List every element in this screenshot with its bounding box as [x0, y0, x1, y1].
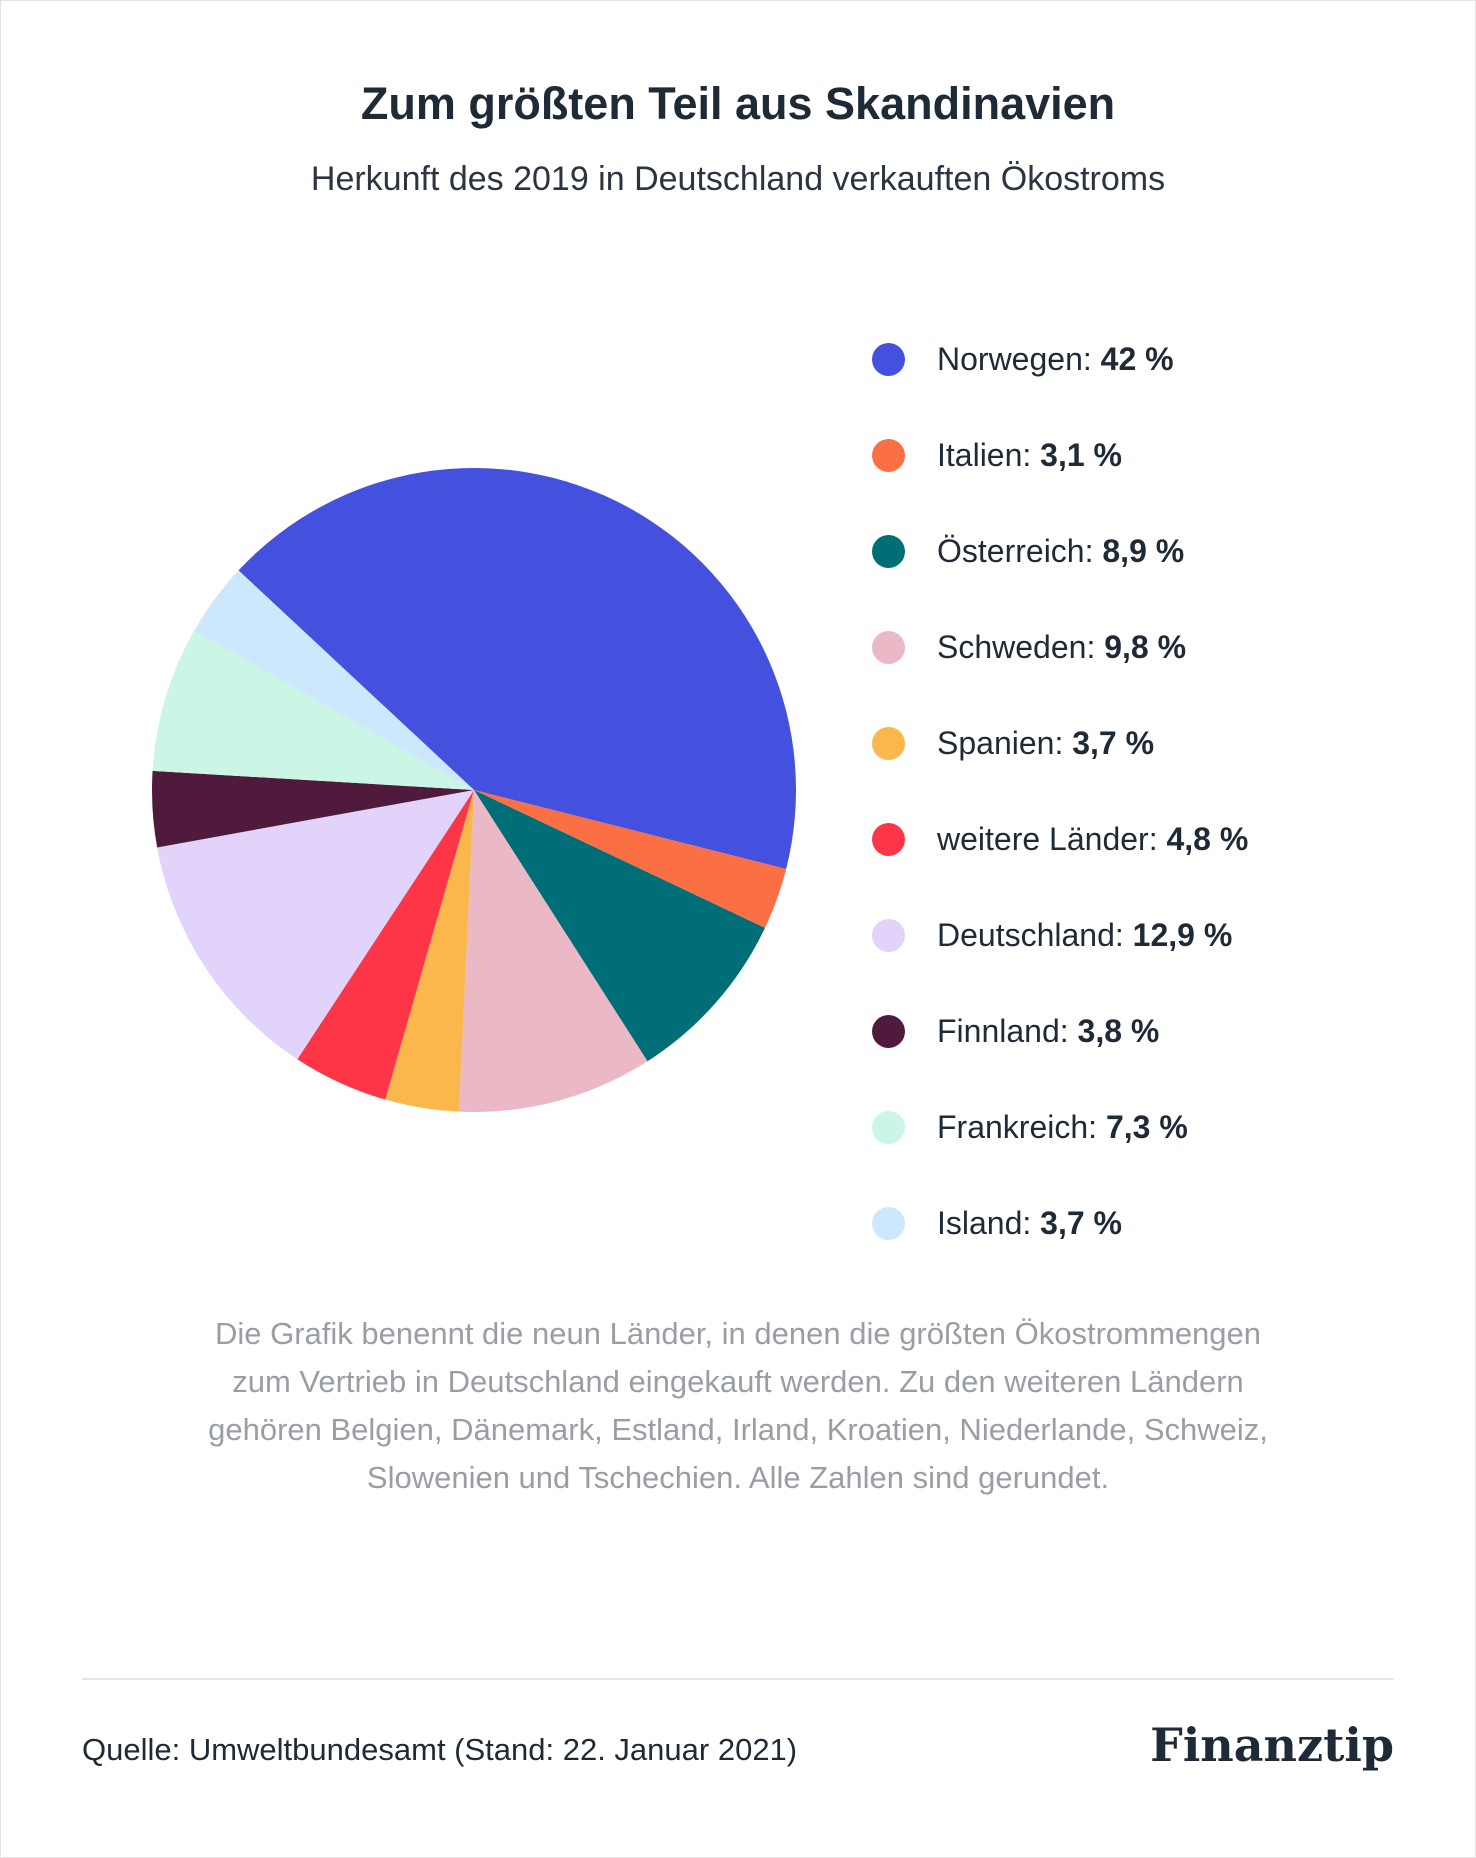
legend-value: 8,9 %	[1102, 533, 1185, 569]
legend-country: Deutschland:	[937, 917, 1133, 953]
legend-value: 3,7 %	[1072, 725, 1155, 761]
legend-item: Deutschland: 12,9 %	[872, 908, 1432, 1004]
source-text: Quelle: Umweltbundesamt (Stand: 22. Janu…	[82, 1732, 798, 1767]
pie-slice-norwegen	[238, 468, 796, 869]
legend-country: Schweden:	[937, 629, 1105, 665]
legend-label: Island: 3,7 %	[937, 1196, 1122, 1250]
legend-swatch	[872, 823, 905, 856]
legend-label: Österreich: 8,9 %	[937, 524, 1184, 578]
legend-swatch	[872, 535, 905, 568]
legend-country: Frankreich:	[937, 1109, 1106, 1145]
legend-swatch	[872, 1015, 905, 1048]
legend-value: 9,8 %	[1104, 629, 1187, 665]
legend-swatch	[872, 439, 905, 472]
pie-chart	[152, 468, 796, 1112]
legend-swatch	[872, 343, 905, 376]
legend-country: Finnland:	[937, 1013, 1078, 1049]
pie-slice-schweden	[458, 790, 648, 1112]
legend-swatch	[872, 727, 905, 760]
legend-label: Spanien: 3,7 %	[937, 716, 1154, 770]
finanztip-logo: Finanztip	[1150, 1718, 1394, 1772]
legend-value: 3,8 %	[1077, 1013, 1160, 1049]
legend-value: 3,7 %	[1040, 1205, 1122, 1241]
pie-slice-österreich	[474, 790, 765, 1062]
legend-country: Island:	[937, 1205, 1041, 1241]
legend-swatch	[872, 919, 905, 952]
legend-item: Österreich: 8,9 %	[872, 524, 1432, 620]
legend-label: Deutschland: 12,9 %	[937, 908, 1232, 962]
chart-legend: Norwegen: 42 % Italien: 3,1 % Österreich: …	[872, 332, 1432, 1292]
legend-item: Finnland: 3,8 %	[872, 1004, 1432, 1100]
legend-country: Spanien:	[937, 725, 1073, 761]
pie-slice-frankreich	[152, 630, 474, 790]
legend-item: Island: 3,7 %	[872, 1196, 1432, 1292]
pie-slice-spanien	[385, 790, 474, 1112]
legend-country: weitere Länder:	[937, 821, 1167, 857]
legend-label: Frankreich: 7,3 %	[937, 1100, 1188, 1154]
legend-swatch	[872, 1207, 905, 1240]
legend-item: Frankreich: 7,3 %	[872, 1100, 1432, 1196]
legend-value: 42 %	[1100, 341, 1174, 377]
legend-label: Finnland: 3,8 %	[937, 1004, 1159, 1058]
legend-item: Norwegen: 42 %	[872, 332, 1432, 428]
legend-label: Norwegen: 42 %	[937, 332, 1174, 386]
legend-value: 7,3 %	[1105, 1109, 1188, 1145]
pie-slice-island	[194, 570, 474, 790]
chart-note: Die Grafik benennt die neun Länder, in d…	[208, 1316, 1268, 1495]
legend-label: weitere Länder: 4,8 %	[937, 812, 1248, 866]
legend-country: Italien:	[937, 437, 1041, 473]
legend-value: 12,9 %	[1132, 917, 1233, 953]
pie-slice-finnland	[152, 770, 474, 848]
footer-divider	[82, 1678, 1394, 1680]
legend-label: Schweden: 9,8 %	[937, 620, 1186, 674]
legend-item: Italien: 3,1 %	[872, 428, 1432, 524]
legend-item: Schweden: 9,8 %	[872, 620, 1432, 716]
legend-value: 4,8 %	[1166, 821, 1249, 857]
legend-value: 3,1 %	[1040, 437, 1122, 473]
legend-item: weitere Länder: 4,8 %	[872, 812, 1432, 908]
pie-slice-deutschland	[157, 790, 474, 1060]
legend-swatch	[872, 1111, 905, 1144]
legend-label: Italien: 3,1 %	[937, 428, 1122, 482]
chart-title: Zum größten Teil aus Skandinavien	[360, 78, 1116, 129]
legend-country: Norwegen:	[937, 341, 1101, 377]
chart-subtitle: Herkunft des 2019 in Deutschland verkauf…	[310, 160, 1166, 198]
pie-slice-italien	[474, 790, 787, 928]
pie-slice-weitere-länder	[297, 790, 474, 1100]
legend-item: Spanien: 3,7 %	[872, 716, 1432, 812]
legend-country: Österreich:	[937, 533, 1103, 569]
legend-swatch	[872, 631, 905, 664]
